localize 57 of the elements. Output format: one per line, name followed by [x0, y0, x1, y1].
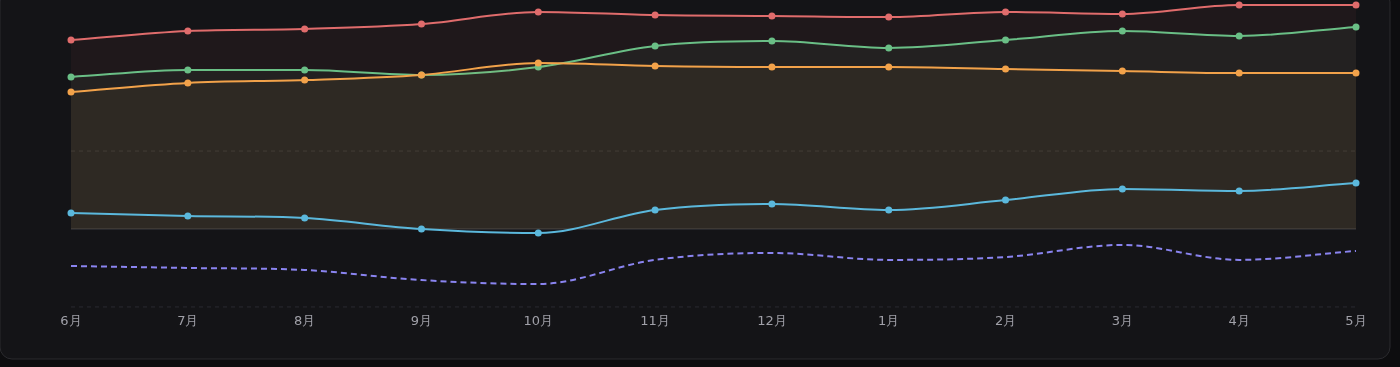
point: [301, 76, 309, 84]
point: [67, 88, 75, 96]
point: [67, 209, 75, 217]
point: [885, 44, 893, 52]
point: [1235, 1, 1243, 9]
point: [184, 212, 192, 220]
point: [885, 206, 893, 214]
point: [651, 11, 659, 19]
x-tick-label: 5月: [1345, 313, 1367, 328]
point: [417, 225, 425, 233]
x-tick-label: 11月: [640, 313, 670, 328]
x-tick-label: 1月: [878, 313, 900, 328]
point: [651, 206, 659, 214]
point: [184, 27, 192, 35]
point: [885, 13, 893, 21]
x-tick-label: 12月: [757, 313, 787, 328]
point: [1118, 67, 1126, 75]
point: [768, 200, 776, 208]
point: [651, 42, 659, 50]
point: [534, 229, 542, 237]
x-tick-label: 7月: [177, 313, 199, 328]
point: [301, 214, 309, 222]
point: [1002, 36, 1010, 44]
x-tick-label: 9月: [410, 313, 433, 328]
point: [301, 66, 309, 74]
point: [1118, 185, 1126, 193]
point: [534, 8, 542, 16]
point: [1235, 187, 1243, 195]
point: [768, 12, 776, 20]
point: [1352, 179, 1360, 187]
point: [1118, 10, 1126, 18]
point: [184, 79, 192, 87]
point: [768, 37, 776, 45]
point: [417, 20, 425, 28]
point: [1352, 23, 1360, 31]
point: [301, 25, 309, 33]
point: [1352, 69, 1360, 77]
x-tick-label: 8月: [294, 313, 316, 328]
point: [67, 36, 75, 44]
point: [1002, 8, 1010, 16]
point: [534, 59, 542, 67]
x-tick-label: 4月: [1228, 313, 1250, 328]
x-tick-label: 2月: [994, 313, 1017, 328]
x-tick-label: 3月: [1111, 313, 1133, 328]
point: [1352, 1, 1360, 9]
point: [1235, 32, 1243, 40]
point: [67, 73, 75, 81]
point: [1002, 65, 1010, 73]
point: [1118, 27, 1126, 35]
point: [1002, 196, 1010, 204]
point: [768, 63, 776, 71]
x-tick-label: 6月: [60, 313, 82, 328]
point: [651, 62, 659, 70]
point: [184, 66, 192, 74]
x-tick-label: 10月: [523, 313, 554, 328]
point: [1235, 69, 1243, 77]
point: [885, 63, 893, 71]
